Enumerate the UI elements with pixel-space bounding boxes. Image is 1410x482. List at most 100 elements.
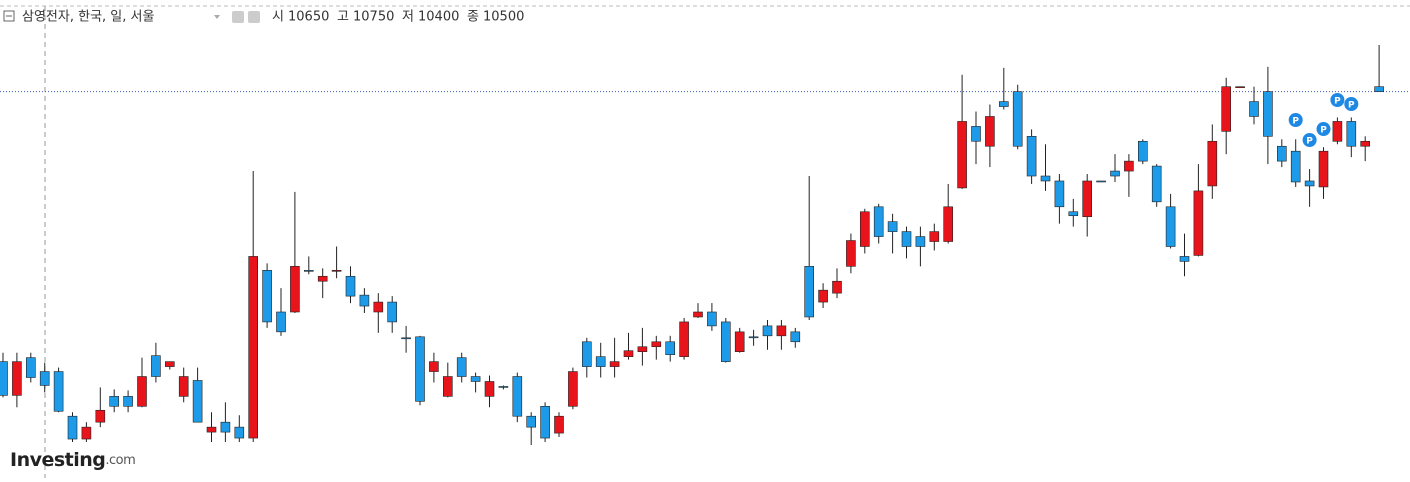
- candle-body: [1124, 160, 1134, 172]
- candle-body: [581, 341, 592, 367]
- candle-body: [734, 331, 745, 352]
- candle-body: [1096, 180, 1106, 183]
- candle-body: [12, 361, 22, 396]
- candle-body: [1179, 256, 1190, 262]
- candle-body: [151, 355, 161, 377]
- candle-body: [1054, 180, 1065, 208]
- candle-body: [637, 346, 648, 352]
- candle-body: [540, 405, 550, 439]
- candle-body: [95, 409, 106, 423]
- event-marker: [1344, 97, 1359, 111]
- candle-body: [554, 415, 564, 434]
- candle-body: [832, 280, 842, 294]
- candle-body: [25, 357, 36, 378]
- event-marker-label: P: [1334, 97, 1341, 107]
- event-marker: [1288, 113, 1303, 127]
- candle-body: [1221, 86, 1231, 132]
- candle-body: [609, 361, 620, 367]
- candle-body: [206, 426, 217, 433]
- open-label: 시: [272, 10, 284, 25]
- candle-body: [331, 270, 342, 272]
- candle-body: [429, 361, 439, 372]
- candle-body: [748, 336, 759, 339]
- header: 삼영전자, 한국, 일, 서울 시 10650 고 10750 저 10400 …: [3, 10, 524, 25]
- symbol: 삼영전자, 한국, 일, 서울: [22, 10, 154, 25]
- candle-body: [276, 311, 286, 333]
- candle-body: [456, 357, 467, 377]
- candle-body: [1026, 136, 1037, 177]
- candle-body: [1304, 180, 1315, 187]
- open-value: 10650: [288, 10, 329, 25]
- candle-body: [568, 371, 578, 407]
- candle-body: [859, 211, 870, 247]
- event-marker: [1302, 133, 1317, 147]
- candle-body: [526, 415, 537, 428]
- event-marker-label: P: [1292, 117, 1299, 127]
- candle-body: [915, 236, 926, 247]
- candle-body: [1151, 165, 1162, 203]
- candle-body: [1110, 170, 1120, 177]
- candle-body: [39, 371, 50, 386]
- candle-body: [665, 341, 676, 355]
- close-icon[interactable]: [248, 11, 260, 23]
- high-value: 10750: [353, 10, 394, 25]
- candle-body: [595, 356, 606, 367]
- candle-body: [67, 415, 78, 440]
- candle-body: [220, 421, 231, 433]
- candle-body: [873, 206, 884, 237]
- candle-body: [0, 361, 8, 396]
- candle-body: [929, 231, 940, 242]
- dropdown[interactable]: [214, 15, 220, 19]
- candle-body: [1165, 206, 1176, 247]
- candle-body: [1235, 86, 1245, 88]
- candle-body: [1277, 145, 1287, 162]
- collapse-icon: [3, 10, 15, 22]
- candle-body: [401, 337, 411, 340]
- candle-body: [846, 240, 856, 267]
- candle-body: [1249, 101, 1259, 117]
- candle-body: [81, 426, 92, 440]
- candle-body: [470, 376, 481, 382]
- close-label: 종: [467, 10, 479, 25]
- candle-body: [359, 294, 370, 307]
- candle-body: [1346, 121, 1357, 147]
- candle-body: [442, 376, 453, 397]
- candle-body: [137, 376, 147, 407]
- candle-body: [887, 221, 898, 232]
- candle-body: [1012, 91, 1023, 147]
- candle-body: [178, 376, 189, 397]
- event-marker-label: P: [1320, 126, 1327, 136]
- candle-body: [818, 289, 828, 303]
- candle-body: [1082, 180, 1092, 218]
- candle-body: [192, 380, 203, 423]
- candle-body: [1193, 190, 1204, 256]
- candle-body: [776, 325, 787, 337]
- candle-body: [415, 336, 425, 402]
- candle-body: [290, 266, 300, 313]
- logo-name: Investing: [10, 449, 105, 471]
- candle-body: [262, 270, 272, 323]
- settings-icon[interactable]: [232, 11, 244, 23]
- candle-body: [1138, 140, 1148, 162]
- candle-body: [971, 126, 981, 142]
- candle-body: [512, 376, 523, 417]
- candle-body: [248, 256, 258, 439]
- event-marker: [1330, 93, 1345, 107]
- close-value: 10500: [483, 10, 524, 25]
- candle-body: [387, 301, 398, 323]
- candle-body: [720, 321, 731, 362]
- candle-body: [498, 386, 509, 388]
- candle-body: [762, 325, 773, 337]
- candle-body: [1263, 91, 1273, 137]
- candle-body: [679, 321, 689, 357]
- high-label: 고: [337, 10, 349, 25]
- candle-body: [1332, 121, 1343, 142]
- low-label: 저: [402, 10, 414, 25]
- event-marker-label: P: [1306, 137, 1313, 147]
- candle-body: [651, 341, 662, 348]
- candle-body: [985, 116, 995, 147]
- candle-body: [1374, 86, 1384, 92]
- candle-body: [707, 311, 717, 327]
- event-marker-label: P: [1348, 101, 1355, 111]
- event-marker: [1316, 122, 1331, 136]
